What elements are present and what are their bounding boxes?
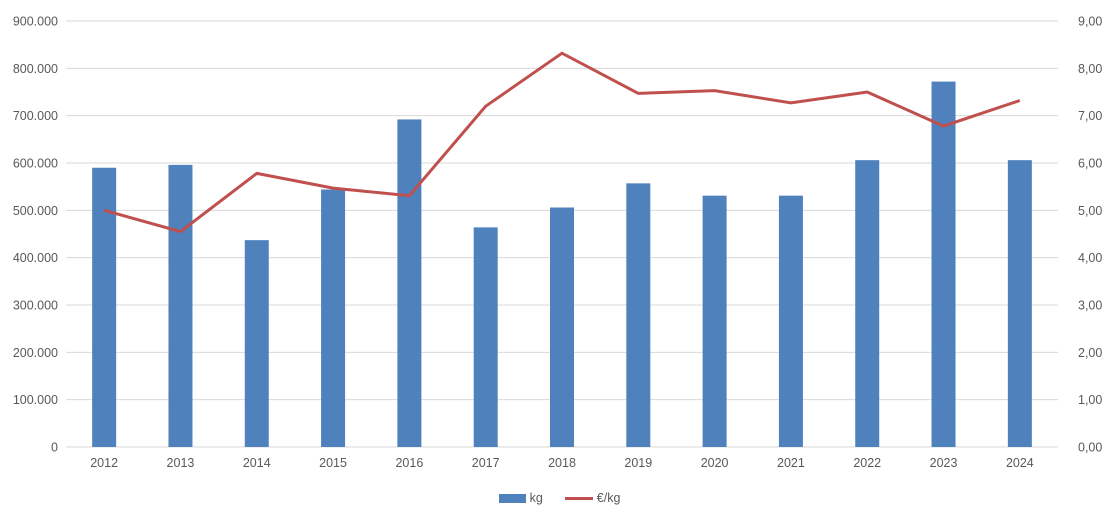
x-axis-label-2018: 2018: [548, 456, 576, 470]
x-axis-label-2021: 2021: [777, 456, 805, 470]
x-axis-label-2017: 2017: [472, 456, 500, 470]
left-axis-tick-label: 0: [51, 441, 58, 455]
x-axis-label-2022: 2022: [853, 456, 881, 470]
bar-2020: [702, 195, 727, 447]
bar-2019: [626, 183, 651, 447]
x-axis-label-2019: 2019: [624, 456, 652, 470]
left-axis-tick-label: 600.000: [13, 157, 58, 171]
bar-2018: [550, 207, 574, 447]
left-axis-tick-label: 500.000: [13, 204, 58, 218]
bar-2015: [321, 189, 346, 448]
bar-2024: [1007, 160, 1032, 447]
x-axis-label-2012: 2012: [90, 456, 118, 470]
bar-2013: [168, 164, 193, 448]
x-axis-label-2024: 2024: [1006, 456, 1034, 470]
left-axis-tick-label: 100.000: [13, 393, 58, 407]
left-axis-tick-label: 900.000: [13, 15, 58, 29]
legend-label-eur-per-kg: €/kg: [596, 491, 621, 505]
legend-item-eur-per-kg: €/kg: [564, 491, 621, 505]
x-axis-label-2016: 2016: [395, 456, 423, 470]
right-axis-tick-label: 4,00: [1078, 251, 1102, 265]
x-axis-label-2013: 2013: [167, 456, 195, 470]
x-axis-label-2020: 2020: [701, 456, 729, 470]
right-axis-tick-label: 2,00: [1078, 346, 1102, 360]
x-axis-label-2023: 2023: [930, 456, 958, 470]
legend: kg €/kg: [0, 491, 1119, 505]
left-axis-tick-label: 700.000: [13, 109, 58, 123]
bar-2012: [92, 167, 117, 447]
left-axis-tick-label: 200.000: [13, 346, 58, 360]
right-axis-tick-label: 6,00: [1078, 157, 1102, 171]
bar-2022: [855, 160, 880, 447]
left-axis-tick-label: 400.000: [13, 251, 58, 265]
bar-2021: [778, 195, 803, 447]
x-axis-label-2014: 2014: [243, 456, 271, 470]
legend-bar-swatch: [498, 493, 526, 503]
right-axis-tick-label: 5,00: [1078, 204, 1102, 218]
right-axis-tick-label: 9,00: [1078, 15, 1102, 29]
bar-2023: [931, 81, 956, 447]
right-axis-tick-label: 0,00: [1078, 441, 1102, 455]
right-axis-tick-label: 1,00: [1078, 393, 1102, 407]
eur-per-kg-line: [103, 51, 1021, 234]
legend-label-kg: kg: [529, 491, 543, 505]
legend-line-swatch: [564, 496, 593, 500]
bar-2017: [473, 227, 498, 447]
right-axis-tick-label: 7,00: [1078, 109, 1102, 123]
right-axis-tick-label: 8,00: [1078, 62, 1102, 76]
left-axis-tick-label: 800.000: [13, 62, 58, 76]
bar-2016: [397, 119, 422, 447]
x-axis-label-2015: 2015: [319, 456, 347, 470]
left-axis-tick-label: 300.000: [13, 299, 58, 313]
bar-2014: [244, 240, 269, 447]
right-axis-tick-label: 3,00: [1078, 299, 1102, 313]
legend-item-kg: kg: [498, 491, 543, 505]
